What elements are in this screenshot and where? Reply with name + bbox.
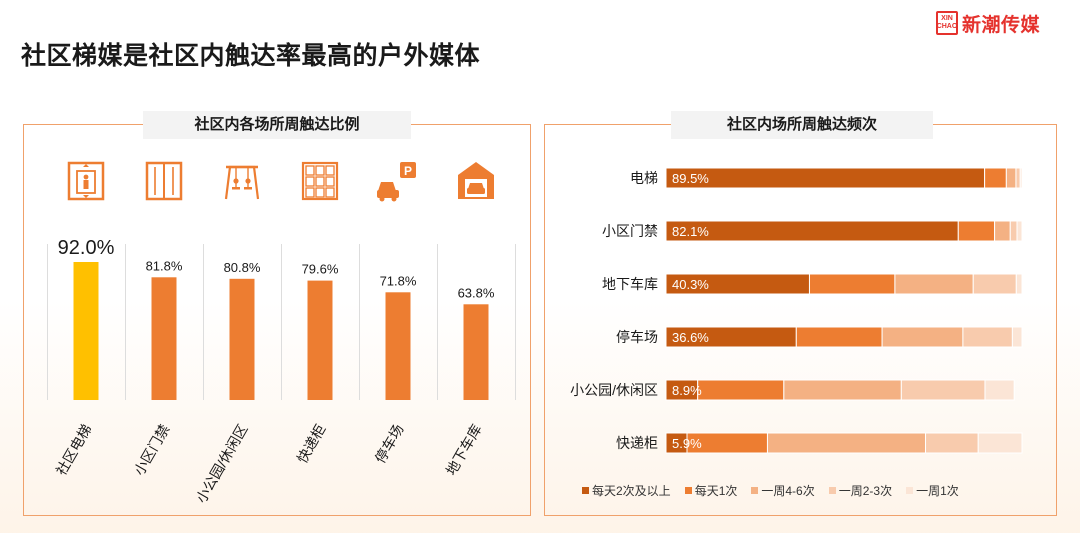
bar-value-label: 79.6% xyxy=(302,262,339,277)
bar-value-label: 63.8% xyxy=(458,285,495,300)
legend-item: 一周1次 xyxy=(906,482,959,499)
left-chart-title: 社区内各场所周触达比例 xyxy=(143,111,411,139)
locker-cell xyxy=(305,176,315,187)
bar-value-label: 80.8% xyxy=(224,260,261,275)
category-tick-label: 小公园/休闲区 xyxy=(193,422,251,506)
bar xyxy=(73,262,99,400)
car-wheel xyxy=(391,196,397,202)
legend-label: 一周1次 xyxy=(916,484,959,498)
bar-value-label: 81.8% xyxy=(146,258,183,273)
elevator-person-head xyxy=(83,174,89,180)
swing-frame xyxy=(224,165,260,200)
logo-brand-name: 新潮传媒 xyxy=(962,14,1041,36)
legend-swatch xyxy=(751,487,759,494)
elevator-icon xyxy=(67,161,105,201)
category-tick-label: 地下车库 xyxy=(443,422,485,478)
legend-swatch xyxy=(906,487,914,494)
locker-icon xyxy=(301,161,339,201)
bar-value-label: 92.0% xyxy=(58,237,115,259)
logo-badge-icon: XIN CHAO xyxy=(936,11,958,35)
bar xyxy=(463,304,489,400)
car-body xyxy=(377,190,399,198)
parking-car-icon: P xyxy=(377,162,416,202)
locker-cell xyxy=(305,187,315,198)
car-wheel xyxy=(379,196,385,202)
logo-badge-line-2: CHAO xyxy=(936,23,958,30)
legend-item: 一周2-3次 xyxy=(828,482,893,499)
legend-label: 每天1次 xyxy=(694,484,738,498)
bar xyxy=(307,280,333,400)
bar xyxy=(229,278,255,400)
swing-seat xyxy=(232,187,240,190)
swing-icon xyxy=(224,165,260,200)
locker-cell xyxy=(305,165,315,176)
legend-item: 一周4-6次 xyxy=(751,482,815,499)
swing-seat xyxy=(244,187,252,190)
locker-cell xyxy=(325,187,335,198)
locker-cell xyxy=(325,176,335,187)
elevator-car xyxy=(76,170,96,194)
elevator-frame xyxy=(67,161,105,201)
garage-car-body xyxy=(467,188,485,194)
parking-sign xyxy=(400,162,416,178)
car-roof xyxy=(378,182,396,191)
legend-label: 每天2次及以上 xyxy=(592,484,671,498)
legend-label: 一周4-6次 xyxy=(761,484,815,498)
right-chart-panel: 社区内场所周触达频次 xyxy=(544,111,1057,516)
legend-label: 一周2-3次 xyxy=(838,484,893,498)
logo-badge-line-1: XIN xyxy=(941,15,953,22)
legend-swatch xyxy=(684,487,692,494)
legend-item: 每天1次 xyxy=(684,482,738,499)
door-gate-icon xyxy=(145,161,183,201)
locker-cell xyxy=(315,187,325,198)
brand-logo: XIN CHAO 新潮传媒 xyxy=(936,9,1040,37)
swing-child xyxy=(245,178,251,184)
left-chart: 92.0% 社区电梯 81.8% 小区门禁 80.8% 小公园/休闲区 79.6% 快递柜 P 7… xyxy=(47,161,516,506)
page-title: 社区梯媒是社区内触达率最高的户外媒体 xyxy=(21,42,481,70)
elevator-person-body xyxy=(83,180,89,189)
legend-swatch xyxy=(582,487,589,494)
locker-frame xyxy=(301,161,339,201)
locker-cell xyxy=(325,165,335,176)
left-chart-panel: 社区内各场所周触达比例 xyxy=(23,111,531,516)
locker-cell xyxy=(315,165,325,176)
category-tick-label: 社区电梯 xyxy=(53,422,95,478)
bar xyxy=(151,277,177,400)
category-tick-label: 快递柜 xyxy=(294,422,329,466)
parking-sign-letter: P xyxy=(404,164,412,178)
garage-car-roof xyxy=(468,183,484,189)
legend-item: 每天2次及以上 xyxy=(582,482,671,499)
swing-child xyxy=(233,178,239,184)
legend-swatch xyxy=(828,487,836,494)
garage-icon xyxy=(458,162,494,199)
bar xyxy=(385,292,411,400)
category-tick-label: 停车场 xyxy=(372,422,407,466)
locker-cell xyxy=(315,176,325,187)
right-chart-title: 社区内场所周触达频次 xyxy=(671,111,933,139)
category-tick-label: 小区门禁 xyxy=(131,422,173,478)
right-chart-legend: 每天2次及以上 每天1次 一周4-6次 一周2-3次 一周1次 xyxy=(582,482,959,499)
bar-value-label: 71.8% xyxy=(380,273,417,288)
